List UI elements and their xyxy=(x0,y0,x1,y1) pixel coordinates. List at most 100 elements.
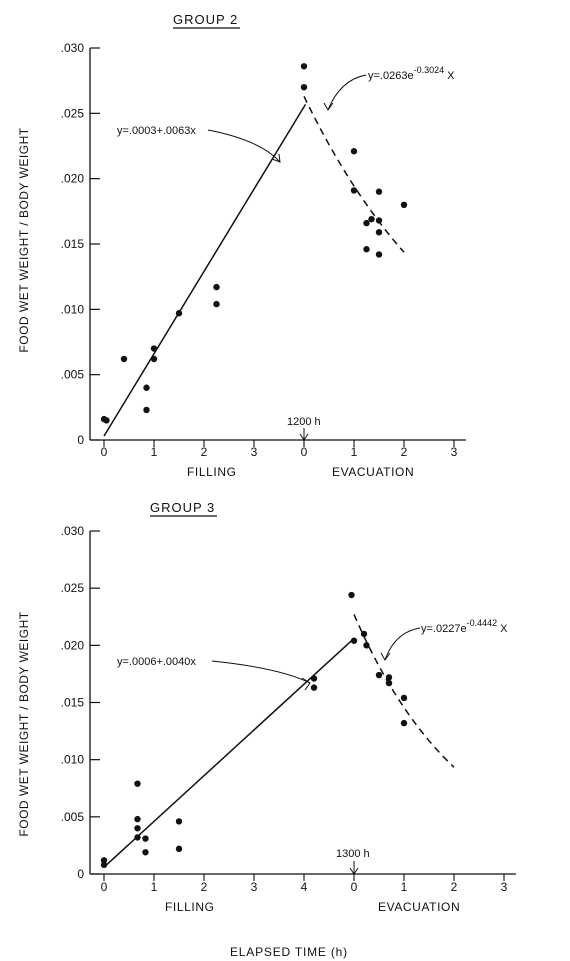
group2-data-point-filling xyxy=(120,355,128,363)
group3-y-tick-label: .010 xyxy=(61,753,85,767)
group3-x-tick-label-evacuation: 0 xyxy=(351,880,358,894)
group2-data-point-filling xyxy=(143,406,150,414)
group2-data-point-filling xyxy=(300,84,308,91)
group3-x-tick-label-filling: 2 xyxy=(201,880,208,894)
group2-data-point-evacuation xyxy=(363,219,370,227)
group2-data-point-filling xyxy=(150,355,158,363)
group3-exp-var: X xyxy=(497,623,508,635)
group3-exp-base: y=.0227e xyxy=(421,623,467,635)
group2-x-tick-label-evacuation: 1 xyxy=(351,445,358,459)
group3-data-point-filling xyxy=(348,591,355,599)
group2-data-point-evacuation xyxy=(350,148,358,155)
group3-data-point-filling xyxy=(142,849,149,856)
group3-exp-pointer-head xyxy=(380,652,391,661)
group3-y-tick-label: 0 xyxy=(77,867,84,881)
group2-exp-var: X xyxy=(444,70,455,82)
group2-data-point-filling xyxy=(213,283,220,291)
group3-data-point-filling xyxy=(134,825,141,832)
group2-data-point-evacuation xyxy=(375,217,383,224)
group2-linear-fit-line xyxy=(103,103,307,437)
group3-data-point-filling xyxy=(134,780,141,787)
group2-y-axis-label: FOOD WET WEIGHT / BODY WEIGHT xyxy=(17,127,31,352)
group2-y-tick-label: 0 xyxy=(77,433,84,447)
group2-data-point-filling xyxy=(143,384,150,391)
x-axis-title: ELAPSED TIME (h) xyxy=(230,945,348,959)
group2-time-marker: 1200 h xyxy=(287,416,321,428)
group3-data-point-evacuation xyxy=(363,642,370,649)
group3-x-tick-label-filling: 1 xyxy=(151,880,158,894)
group2-x-tick-label-evacuation: 3 xyxy=(451,445,458,459)
group3-x-tick-label-filling: 4 xyxy=(301,880,308,894)
group2-exp-pointer xyxy=(327,74,367,111)
group2-title: GROUP 2 xyxy=(173,12,238,27)
group3-data-point-evacuation xyxy=(400,694,408,702)
group3-linear-fit-line xyxy=(103,637,355,868)
group2-data-point-filling xyxy=(213,300,220,308)
group2-data-point-filling xyxy=(175,310,183,317)
group2-y-tick-label: .015 xyxy=(61,237,85,251)
group3-data-point-evacuation xyxy=(385,679,393,687)
group2-y-tick-label: .005 xyxy=(61,368,85,382)
group3-data-point-evacuation xyxy=(350,637,358,644)
group2-linear-pointer xyxy=(207,129,281,163)
chart-marks: 0 .005 .010 .015 .020 .025 .030 0 1 2 3 0 1 2 3 0 .005 .0… xyxy=(61,41,516,894)
group2-evacuation-label: EVACUATION xyxy=(332,465,414,479)
group3-linear-pointer xyxy=(211,660,311,684)
group3-x-tick-label-evacuation: 1 xyxy=(401,880,408,894)
group3-data-point-filling xyxy=(310,684,318,691)
group3-y-tick-label: .020 xyxy=(61,638,85,652)
group3-exp-pointer xyxy=(384,627,421,661)
group2-linear-pointer-head xyxy=(271,153,281,163)
group2-exp-fit-line xyxy=(303,96,405,253)
group3-x-tick-label-evacuation: 2 xyxy=(451,880,458,894)
group2-y-tick-label: .020 xyxy=(61,172,85,186)
group3-x-tick-label-filling: 0 xyxy=(101,880,108,894)
group2-data-point-evacuation xyxy=(363,246,370,253)
group3-exp-power: -0.4442 xyxy=(467,618,498,628)
group3-y-tick-label: .015 xyxy=(61,696,85,710)
group3-data-point-filling xyxy=(100,861,108,869)
group2-linear-equation: y=.0003+.0063x xyxy=(117,125,196,137)
group3-linear-pointer-head xyxy=(301,677,311,691)
group2-data-point-filling xyxy=(300,63,308,70)
group2-y-tick-label: .030 xyxy=(61,41,85,55)
group2-exp-base: y=.0263e xyxy=(368,70,414,82)
group3-y-axis-label: FOOD WET WEIGHT / BODY WEIGHT xyxy=(17,611,31,836)
group2-x-tick-label-evacuation: 2 xyxy=(401,445,408,459)
group3-data-point-filling xyxy=(310,675,318,682)
group3-filling-label: FILLING xyxy=(165,900,215,914)
group3-exp-fit-line xyxy=(353,614,455,768)
group3-y-tick-label: .030 xyxy=(61,524,85,538)
group3-title: GROUP 3 xyxy=(150,500,215,515)
group3-data-point-evacuation xyxy=(400,719,408,727)
group2-x-tick-label-evacuation: 0 xyxy=(301,445,308,459)
group3-data-point-filling xyxy=(134,834,141,841)
group2-data-point-evacuation xyxy=(375,188,383,195)
group2-exp-power: -0.3024 xyxy=(414,65,445,75)
group2-data-point-evacuation xyxy=(375,251,383,258)
group2-data-point-evacuation xyxy=(368,215,375,223)
group2-y-tick-label: .010 xyxy=(61,302,85,316)
group2-data-point-filling xyxy=(103,417,110,424)
group3-data-point-evacuation xyxy=(375,671,383,679)
group3-evacuation-label: EVACUATION xyxy=(378,900,460,914)
group3-exp-equation: y=.0227e-0.4442 X xyxy=(421,618,508,635)
group3-data-point-filling xyxy=(142,835,149,842)
group2-exp-pointer-head xyxy=(323,102,334,111)
group3-time-marker: 1300 h xyxy=(336,848,370,860)
group2-x-tick-label-filling: 0 xyxy=(101,445,108,459)
group3-data-point-filling xyxy=(175,845,183,853)
group2-y-tick-label: .025 xyxy=(61,106,85,120)
group2-x-tick-label-filling: 2 xyxy=(201,445,208,459)
group2-data-point-evacuation xyxy=(350,187,358,194)
group2-data-point-evacuation xyxy=(400,201,408,208)
group2-data-point-evacuation xyxy=(375,229,383,236)
group3-data-point-filling xyxy=(175,818,183,825)
group2-filling-label: FILLING xyxy=(187,465,237,479)
group3-data-point-filling xyxy=(100,857,108,864)
group3-linear-equation: y=.0006+.0040x xyxy=(117,656,196,668)
group2-x-tick-label-filling: 3 xyxy=(251,445,258,459)
group2-exp-equation: y=.0263e-0.3024 X xyxy=(368,65,455,82)
group3-data-point-evacuation xyxy=(360,630,368,638)
